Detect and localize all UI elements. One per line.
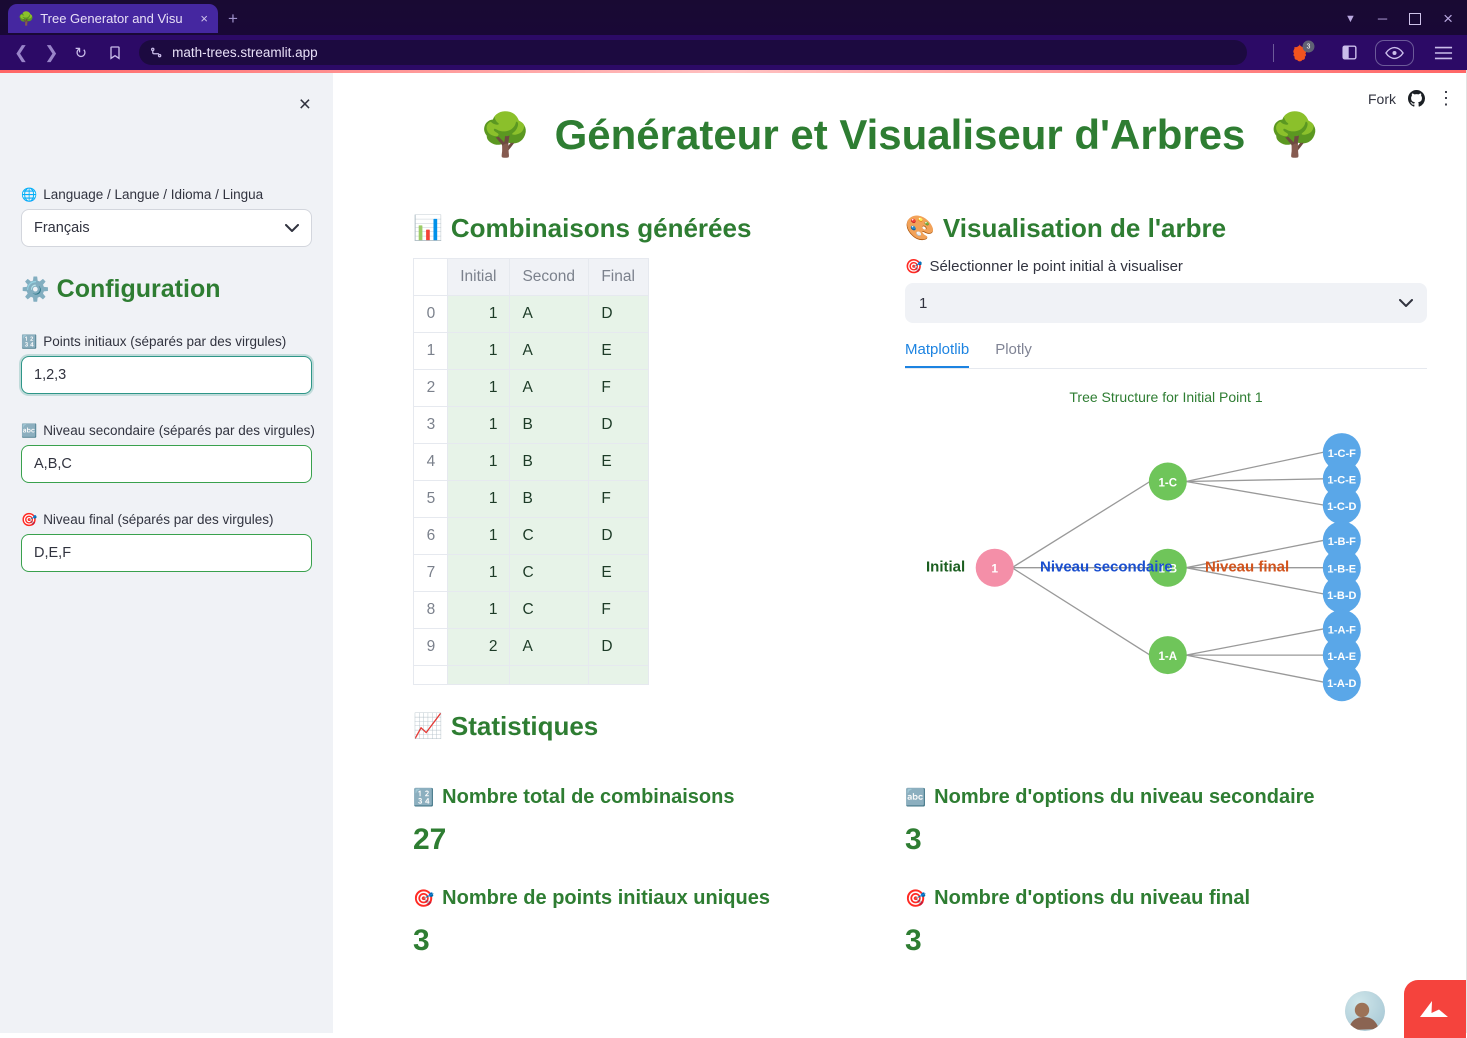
svg-text:3: 3	[1307, 43, 1311, 50]
